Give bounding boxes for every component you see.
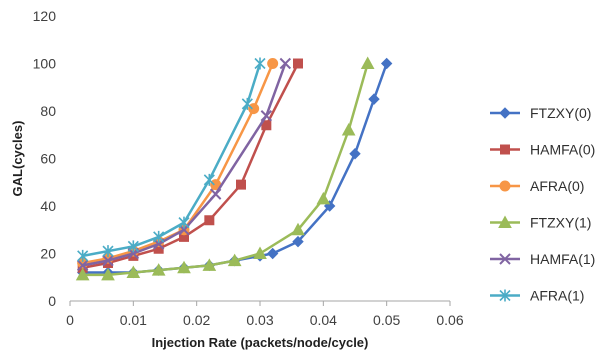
x-tick-label: 0.03 — [246, 312, 273, 328]
y-tick-label: 120 — [33, 8, 57, 24]
data-point — [102, 245, 114, 258]
y-tick-label: 100 — [33, 56, 57, 72]
legend-item-hamfa-0: HAMFA(0) — [490, 142, 595, 158]
data-point — [499, 289, 511, 302]
data-point — [203, 173, 215, 186]
data-point — [500, 144, 510, 155]
data-point — [380, 57, 393, 70]
y-axis-title: GAL(cycles) — [10, 121, 25, 197]
y-tick-label: 40 — [40, 198, 56, 214]
data-point — [292, 235, 304, 248]
data-point — [267, 58, 279, 69]
legend-item-ftzxy-0: FTZXY(0) — [490, 105, 591, 121]
data-point — [260, 110, 273, 122]
legend-label: HAMFA(1) — [530, 251, 595, 267]
series-ftzxy-0 — [76, 57, 393, 279]
data-point — [75, 267, 90, 281]
data-point — [368, 93, 380, 105]
data-point — [266, 247, 279, 260]
series-afra-1 — [77, 57, 266, 262]
x-tick-label: 0.01 — [120, 312, 147, 328]
data-point — [101, 267, 115, 281]
data-point — [293, 58, 303, 69]
data-point — [360, 56, 375, 69]
legend-label: FTZXY(0) — [530, 105, 591, 121]
legend-item-afra-0: AFRA(0) — [490, 178, 584, 194]
data-point — [204, 215, 215, 226]
series-line — [82, 63, 388, 274]
series-line — [82, 63, 287, 267]
data-point — [499, 107, 511, 119]
data-point — [102, 254, 114, 267]
data-point — [279, 57, 292, 70]
data-point — [209, 188, 222, 200]
series-afra-0 — [77, 58, 279, 269]
data-point — [227, 253, 242, 267]
series-ftzxy-1 — [75, 56, 375, 281]
series-layer — [75, 56, 393, 281]
data-point — [261, 120, 272, 131]
data-point — [202, 258, 217, 271]
y-tick-label: 0 — [48, 293, 56, 309]
data-point — [499, 180, 511, 192]
x-tick-label: 0.02 — [183, 312, 210, 328]
legend-label: FTZXY(1) — [530, 215, 591, 231]
data-point — [499, 253, 511, 265]
x-tick-label: 0.05 — [373, 312, 400, 328]
data-point — [341, 122, 356, 136]
data-point — [254, 57, 266, 70]
series-line — [82, 63, 262, 258]
y-tick-label: 60 — [40, 151, 56, 167]
series-line — [82, 62, 300, 270]
data-point — [291, 222, 305, 236]
legend-label: AFRA(0) — [530, 178, 584, 194]
legend-item-hamfa-1: HAMFA(1) — [490, 251, 595, 267]
x-tick-label: 0 — [66, 312, 74, 328]
data-point — [77, 249, 89, 262]
data-point — [126, 265, 141, 278]
data-point — [127, 240, 139, 253]
data-point — [248, 103, 260, 115]
series-hamfa-0 — [77, 58, 303, 273]
x-tick-label: 0.06 — [436, 312, 463, 328]
data-point — [241, 97, 253, 110]
y-tick-label: 20 — [40, 246, 56, 262]
y-tick-label: 80 — [40, 103, 56, 119]
legend-label: HAMFA(0) — [530, 142, 595, 158]
data-point — [153, 230, 165, 243]
data-point — [236, 179, 246, 190]
data-point — [178, 216, 190, 229]
data-point — [498, 215, 512, 228]
data-point — [349, 148, 361, 160]
chart-legend: FTZXY(0) HAMFA(0) AFRA(0) FTZXY(1) HAMFA(1) A… — [490, 105, 595, 304]
series-line — [82, 63, 369, 277]
chart-axes: 0 0.01 0.02 0.03 0.04 0.05 0.06 0 20 40 60 80 100 120 — [33, 8, 464, 328]
x-tick-label: 0.04 — [310, 312, 337, 328]
data-point — [151, 263, 166, 276]
data-point — [177, 260, 191, 274]
legend-label: AFRA(1) — [530, 288, 584, 304]
legend-item-afra-1: AFRA(1) — [490, 288, 584, 304]
data-point — [76, 259, 89, 272]
x-axis-title: Injection Rate (packets/node/cycle) — [152, 335, 369, 350]
data-point — [316, 191, 331, 205]
data-point — [253, 246, 267, 259]
legend-item-ftzxy-1: FTZXY(1) — [490, 215, 591, 231]
